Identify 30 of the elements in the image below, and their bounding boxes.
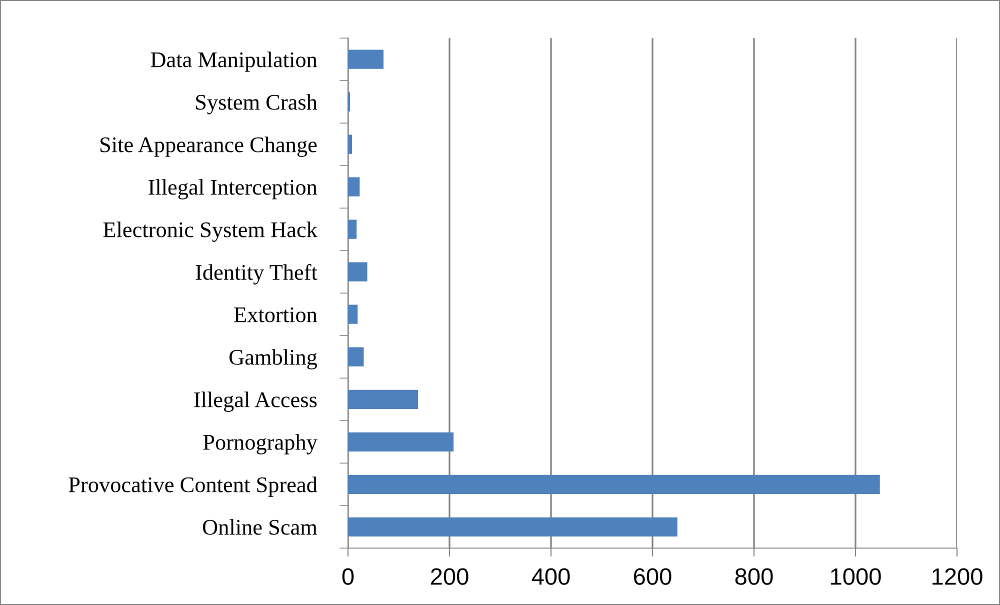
y-tick-label: Illegal Interception — [148, 179, 318, 200]
bar — [348, 432, 454, 452]
bar — [348, 262, 368, 282]
x-tick-label: 800 — [735, 568, 773, 585]
x-tick-label: 200 — [430, 568, 468, 585]
x-tick-label: 1000 — [831, 568, 881, 585]
bar — [348, 347, 364, 366]
x-tick-label: 600 — [634, 568, 672, 585]
bar — [348, 134, 352, 154]
x-tick-label: 400 — [532, 568, 570, 585]
y-tick-label: Gambling — [229, 349, 318, 370]
bar — [348, 220, 357, 239]
bar — [348, 517, 678, 536]
y-tick-label: Pornography — [203, 434, 318, 454]
y-tick-label: Identity Theft — [196, 264, 318, 284]
bar — [348, 304, 358, 324]
y-tick-label: System Crash — [196, 94, 318, 114]
bar — [348, 50, 384, 69]
bar — [348, 177, 360, 196]
y-tick-label: Illegal Access — [194, 392, 317, 412]
x-tick-label: 0 — [342, 568, 354, 585]
bar — [348, 390, 418, 409]
y-tick-label: Electronic System Hack — [103, 222, 318, 242]
y-tick-label: Provocative Content Spread — [68, 476, 318, 497]
x-tick-label: 1200 — [932, 568, 982, 585]
y-tick-label: Data Manipulation — [150, 52, 318, 72]
y-tick-label: Extortion — [234, 307, 318, 322]
bar — [348, 474, 880, 494]
y-tick-label: Site Appearance Change — [100, 136, 317, 157]
y-tick-label: Online Scam — [202, 519, 318, 535]
